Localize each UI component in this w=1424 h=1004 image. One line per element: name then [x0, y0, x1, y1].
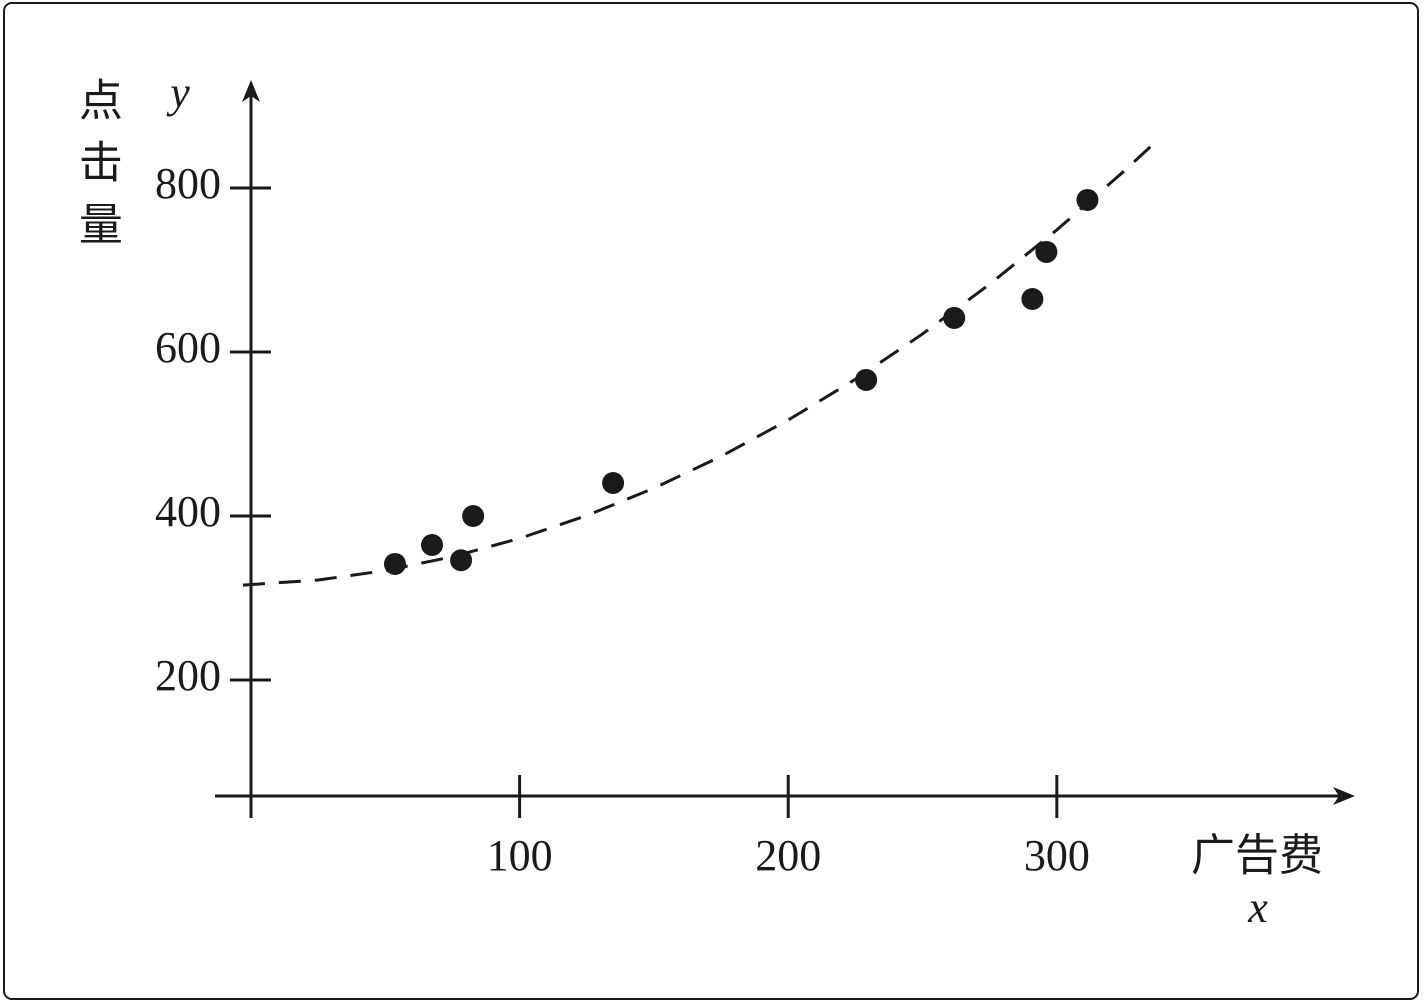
x-axis-label: 广告费 — [1191, 831, 1323, 880]
y-tick-label: 800 — [155, 159, 221, 208]
y-axis-label: 点击量 — [72, 77, 122, 263]
data-point — [1021, 288, 1044, 311]
y-tick-label: 400 — [155, 487, 221, 536]
data-point — [421, 534, 444, 557]
x-tick-label: 200 — [755, 831, 821, 880]
data-point — [943, 306, 966, 329]
data-point — [450, 549, 473, 572]
data-point — [1076, 188, 1099, 211]
x-tick-label: 100 — [487, 831, 553, 880]
x-symbol: x — [1247, 883, 1268, 932]
fit-curve — [242, 141, 1157, 587]
data-point — [855, 368, 878, 391]
x-tick-label: 300 — [1024, 831, 1090, 880]
y-symbol: y — [166, 68, 190, 117]
data-point — [602, 472, 625, 495]
y-tick-label: 200 — [155, 651, 221, 700]
data-point — [462, 504, 485, 527]
data-point — [383, 552, 406, 575]
x-axis-arrow — [1333, 787, 1355, 805]
data-point — [1035, 240, 1058, 263]
y-axis-arrow — [241, 80, 260, 102]
y-tick-label: 600 — [155, 323, 221, 372]
frame — [3, 2, 1419, 1000]
